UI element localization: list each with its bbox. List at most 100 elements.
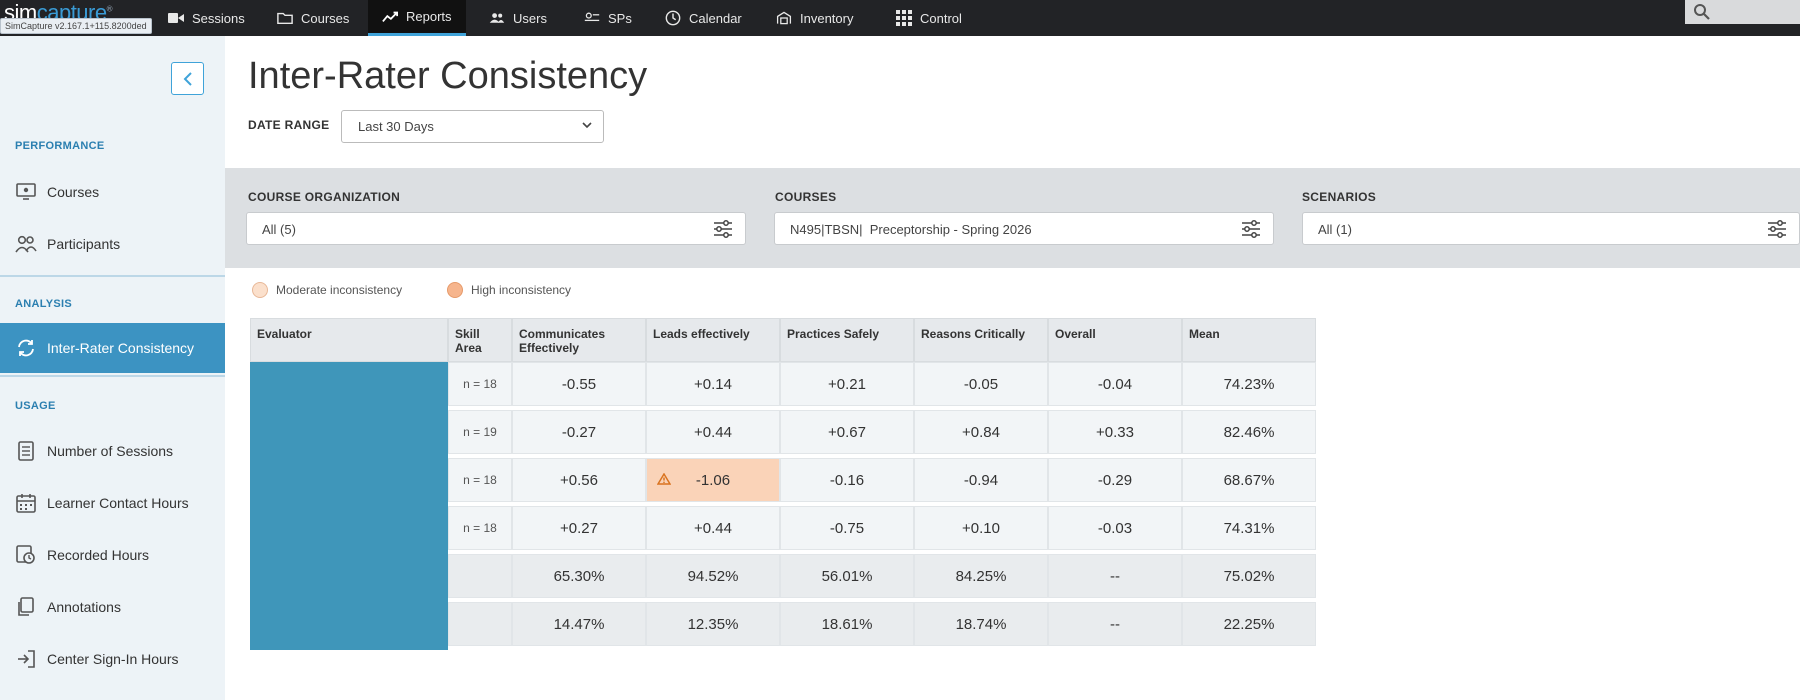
header-mean[interactable]: Mean xyxy=(1182,318,1316,362)
legend-moderate-label: Moderate inconsistency xyxy=(276,283,403,297)
high-dot xyxy=(447,282,463,298)
high-inconsistency-cell[interactable]: -1.06 xyxy=(646,458,780,502)
filter-sliders-icon[interactable] xyxy=(1767,220,1787,241)
cell-value: -1.06 xyxy=(695,471,731,489)
section-analysis: ANALYSIS xyxy=(15,298,73,310)
table-cell: -- xyxy=(1048,554,1182,598)
legend-high-label: High inconsistency xyxy=(471,283,572,297)
inventory-icon xyxy=(776,11,792,25)
nav-control[interactable]: Control xyxy=(884,0,974,36)
sidebar-item-inter-rater-consistency[interactable]: Inter-Rater Consistency xyxy=(0,323,225,373)
table-cell: -0.03 xyxy=(1048,506,1182,550)
grid-icon xyxy=(896,10,912,26)
courses-filter[interactable]: N495|TBSN| Preceptorship - Spring 2026 xyxy=(774,212,1274,245)
table-cell: 94.52% xyxy=(646,554,780,598)
sidebar-item-center-sign-in-hours[interactable]: Center Sign-In Hours xyxy=(0,634,225,684)
video-camera-icon xyxy=(168,11,184,25)
courses-label: COURSES xyxy=(775,190,837,204)
skill-area-n xyxy=(448,602,512,646)
nav-sps[interactable]: SPs xyxy=(572,0,644,36)
nav-inventory[interactable]: Inventory xyxy=(764,0,865,36)
table-cell: +0.14 xyxy=(646,362,780,406)
section-performance: PERFORMANCE xyxy=(15,140,105,152)
nav-reports-label: Reports xyxy=(406,9,452,24)
sidebar-item-recorded-hours[interactable]: Recorded Hours xyxy=(0,530,225,580)
table-cell: 56.01% xyxy=(780,554,914,598)
sync-icon xyxy=(15,337,37,359)
table-cell: 12.35% xyxy=(646,602,780,646)
users-icon xyxy=(489,11,505,25)
table-cell: +0.27 xyxy=(512,506,646,550)
legend-high: High inconsistency xyxy=(447,282,571,298)
table-cell: 84.25% xyxy=(914,554,1048,598)
annotation-icon xyxy=(15,596,37,618)
courses-value: N495|TBSN| Preceptorship - Spring 2026 xyxy=(790,222,1032,237)
filter-sliders-icon[interactable] xyxy=(713,220,733,241)
sidebar-item-learner-contact-hours[interactable]: Learner Contact Hours xyxy=(0,478,225,528)
trend-chart-icon xyxy=(382,10,398,24)
nav-calendar-label: Calendar xyxy=(689,10,742,26)
collapse-sidebar-button[interactable] xyxy=(171,62,204,95)
skill-area-n: n = 19 xyxy=(448,410,512,454)
folder-icon xyxy=(277,11,293,25)
logo-reg-mark: ® xyxy=(106,4,113,14)
course-organization-value: All (5) xyxy=(262,222,296,237)
nav-users-label: Users xyxy=(513,10,547,26)
header-practices-safely[interactable]: Practices Safely xyxy=(780,318,914,362)
sidebar-item-number-of-sessions[interactable]: Number of Sessions xyxy=(0,426,225,476)
table-cell: +0.33 xyxy=(1048,410,1182,454)
table-cell: -- xyxy=(1048,602,1182,646)
nav-users[interactable]: Users xyxy=(477,0,559,36)
table-cell: +0.21 xyxy=(780,362,914,406)
table-cell: 65.30% xyxy=(512,554,646,598)
nav-courses[interactable]: Courses xyxy=(265,0,361,36)
table-cell: 68.67% xyxy=(1182,458,1316,502)
course-organization-filter[interactable]: All (5) xyxy=(246,212,746,245)
date-range-select[interactable]: Last 30 Days xyxy=(341,110,604,143)
skill-area-n: n = 18 xyxy=(448,506,512,550)
top-nav-bar: simcapture® SimCapture v2.167.1+115.8200… xyxy=(0,0,1800,36)
header-reasons-critically[interactable]: Reasons Critically xyxy=(914,318,1048,362)
nav-control-label: Control xyxy=(920,10,962,26)
nav-sessions-label: Sessions xyxy=(192,10,245,26)
sidebar-divider xyxy=(0,375,225,377)
course-organization-label: COURSE ORGANIZATION xyxy=(248,190,401,204)
calendar-icon xyxy=(15,492,37,514)
table-cell: -0.94 xyxy=(914,458,1048,502)
table-cell: +0.44 xyxy=(646,410,780,454)
nav-reports[interactable]: Reports xyxy=(368,0,466,36)
global-search[interactable] xyxy=(1685,0,1800,24)
table-cell: -0.55 xyxy=(512,362,646,406)
date-range-value: Last 30 Days xyxy=(358,119,434,134)
participants-icon xyxy=(15,233,37,255)
filter-sliders-icon[interactable] xyxy=(1241,220,1261,241)
sidebar-item-label: Courses xyxy=(47,184,100,200)
table-cell: -0.29 xyxy=(1048,458,1182,502)
scenarios-value: All (1) xyxy=(1318,222,1352,237)
nav-calendar[interactable]: Calendar xyxy=(653,0,754,36)
sidebar-item-courses[interactable]: Courses xyxy=(0,167,225,217)
sidebar-item-annotations[interactable]: Annotations xyxy=(0,582,225,632)
header-skill-area[interactable]: Skill Area xyxy=(448,318,512,362)
sidebar-item-label: Number of Sessions xyxy=(47,443,174,459)
table-cell: +0.67 xyxy=(780,410,914,454)
header-overall[interactable]: Overall xyxy=(1048,318,1182,362)
sidebar: PERFORMANCE Courses Participants ANALYSI… xyxy=(0,36,225,700)
chevron-down-icon xyxy=(581,119,593,134)
legend-moderate: Moderate inconsistency xyxy=(252,282,402,298)
header-evaluator[interactable]: Evaluator xyxy=(250,318,448,362)
section-usage: USAGE xyxy=(15,400,56,412)
nav-sessions[interactable]: Sessions xyxy=(156,0,257,36)
header-leads-effectively[interactable]: Leads effectively xyxy=(646,318,780,362)
header-communicates-effectively[interactable]: Communicates Effectively xyxy=(512,318,646,362)
sidebar-item-label: Annotations xyxy=(47,599,121,615)
table-cell: 18.61% xyxy=(780,602,914,646)
scenarios-filter[interactable]: All (1) xyxy=(1302,212,1800,245)
nav-sps-label: SPs xyxy=(608,10,632,26)
document-icon xyxy=(15,440,37,462)
skill-area-n: n = 18 xyxy=(448,362,512,406)
sidebar-item-participants[interactable]: Participants xyxy=(0,219,225,269)
sidebar-item-label: Recorded Hours xyxy=(47,547,149,563)
table-cell: 14.47% xyxy=(512,602,646,646)
sign-in-icon xyxy=(15,648,37,670)
